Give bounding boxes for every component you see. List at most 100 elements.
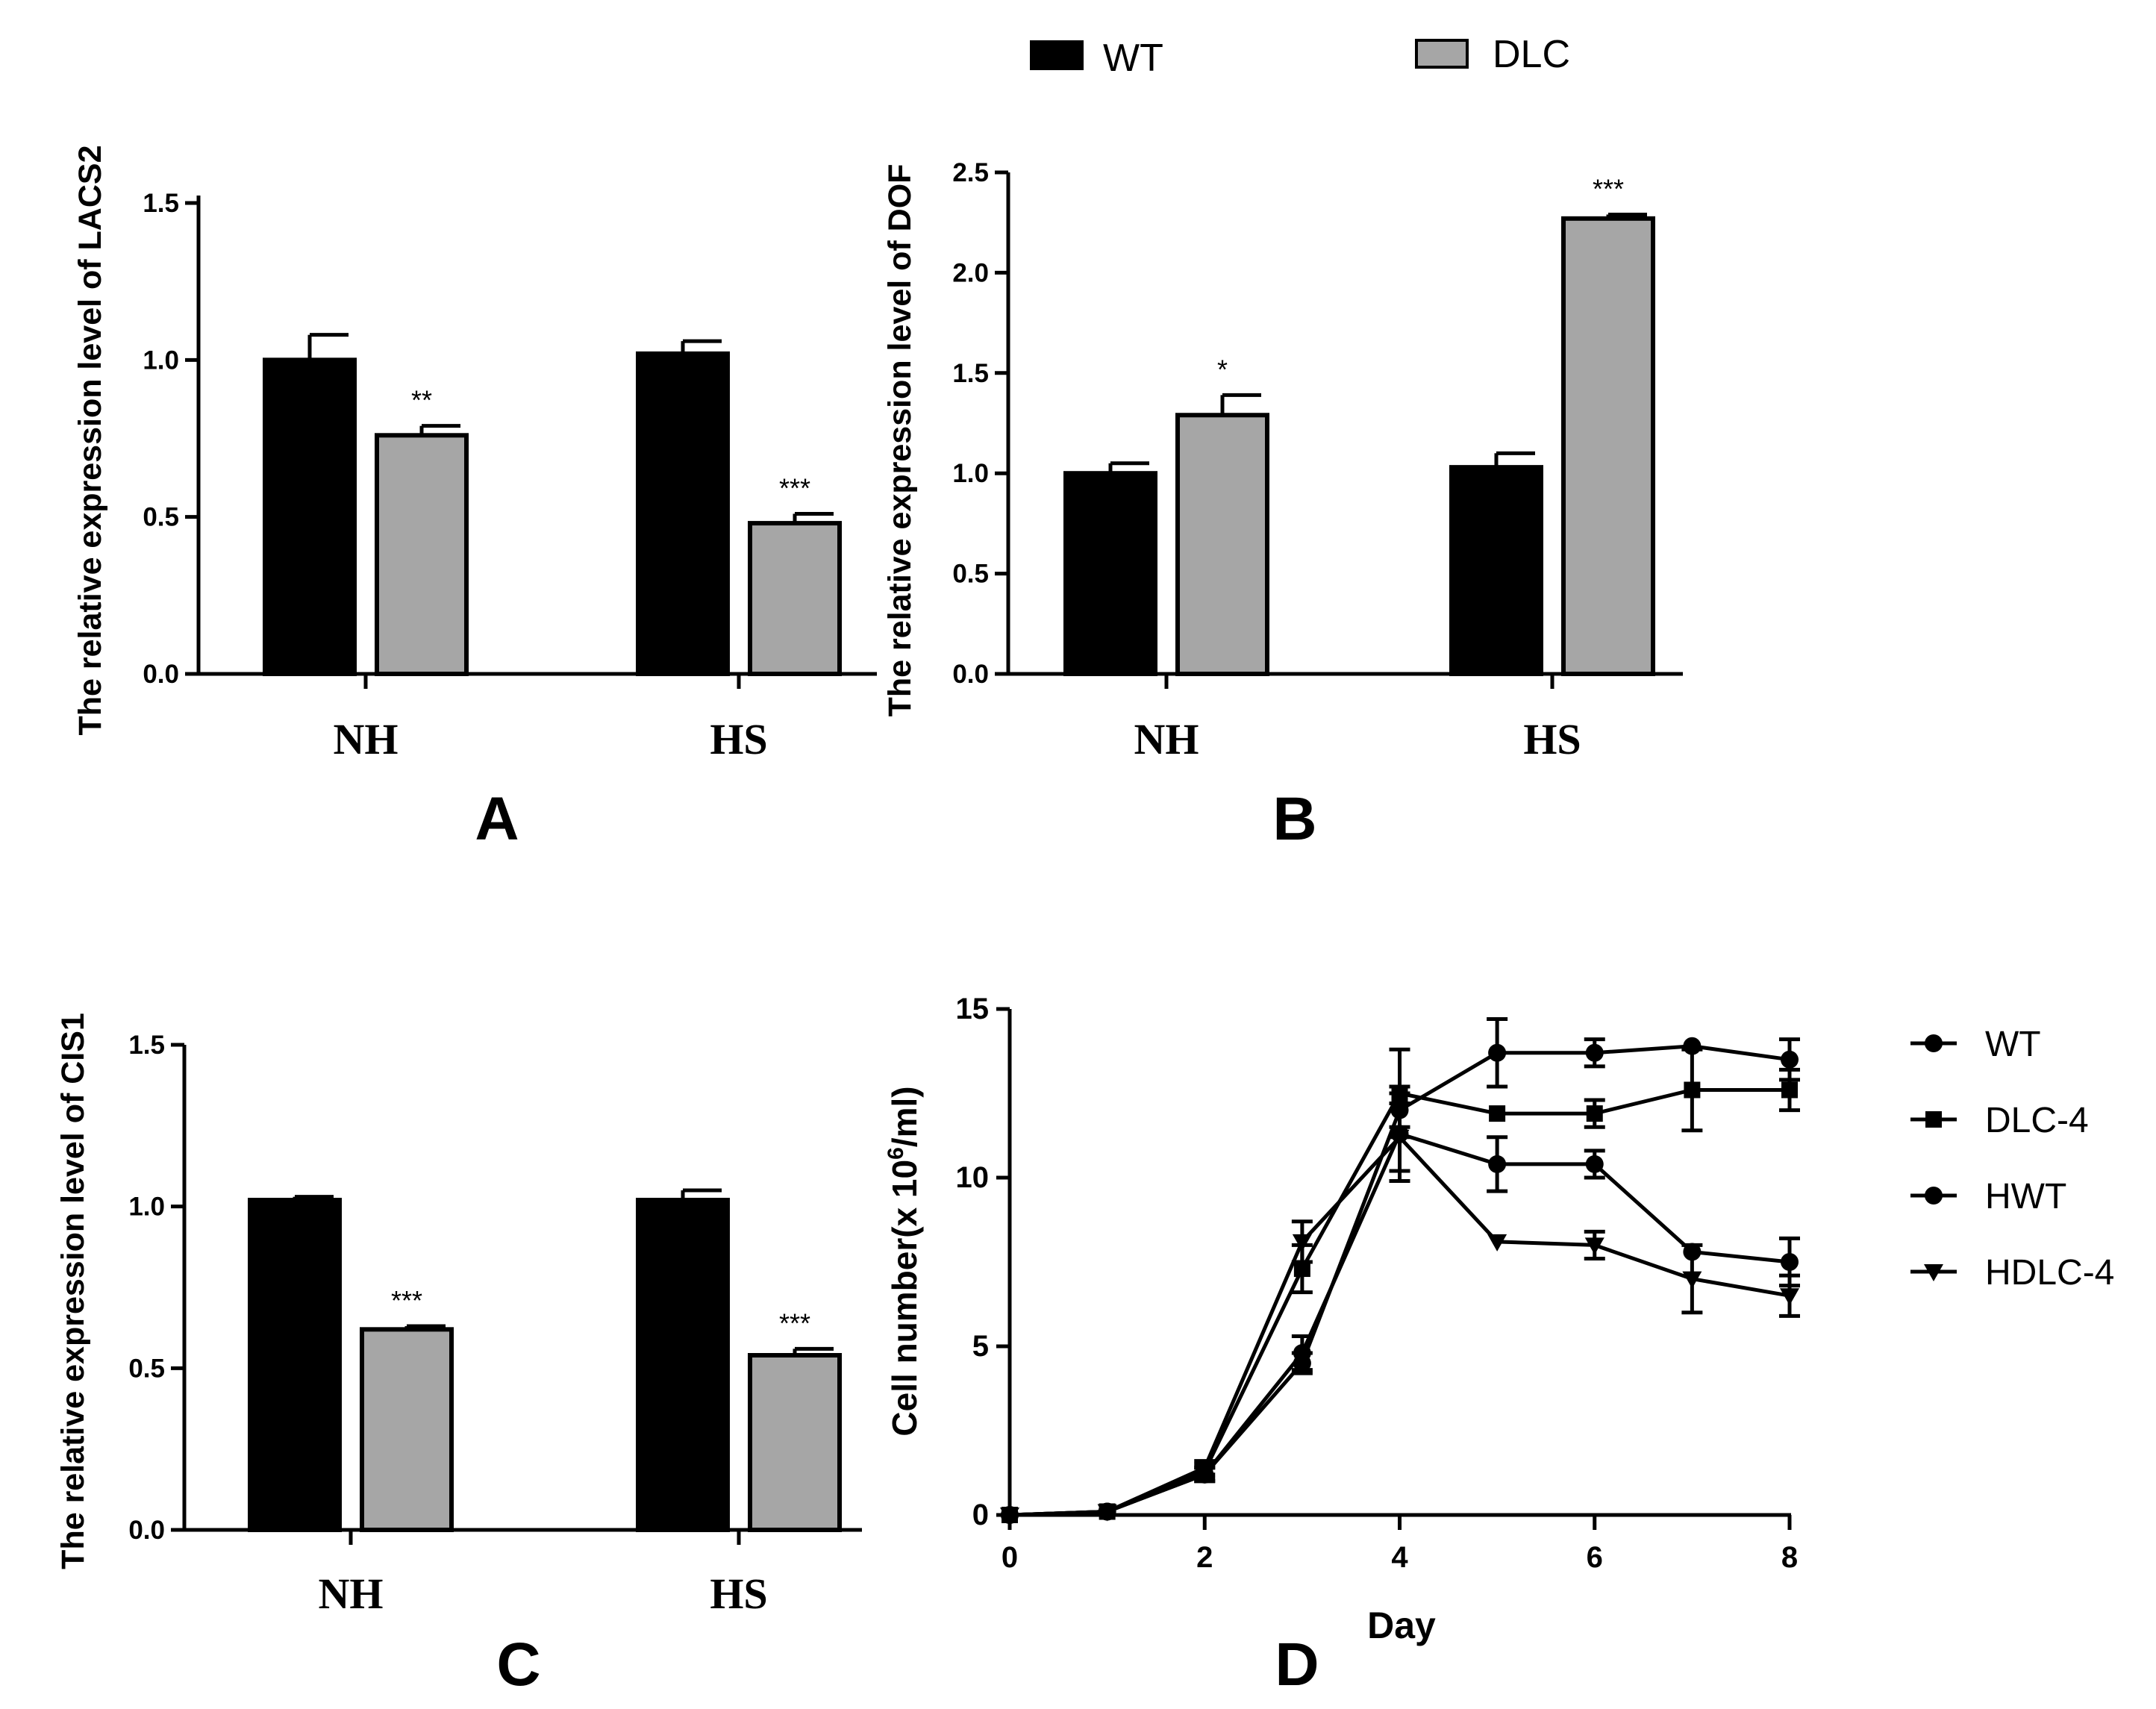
panel-d-point-wt	[1781, 1050, 1799, 1069]
panel-d-point-dlc-4	[1489, 1105, 1506, 1122]
panel-d-y-label-pre: Cell number(x 10	[885, 1160, 924, 1437]
panel-d-series-line-hdlc-4	[1009, 1134, 1790, 1517]
panel-d-xtick-label: 4	[1391, 1541, 1408, 1574]
panel-a-bar-wt	[636, 351, 730, 676]
panel-b-ytick-label: 1.5	[952, 359, 989, 388]
panel-a-ytick-label: 0.5	[143, 503, 179, 532]
panel-b-ytick-label: 2.5	[952, 158, 989, 187]
panel-a-bar-wt	[263, 357, 357, 676]
panel-b-bar-wt	[1063, 471, 1157, 676]
panel-d-point-dlc-4	[1781, 1081, 1798, 1099]
panel-d-point-wt	[1488, 1043, 1507, 1062]
panel-d-ytick-label: 5	[972, 1330, 989, 1363]
panel-c-bar-dlc	[748, 1353, 842, 1532]
panel-d-point-hdlc-4	[1780, 1288, 1799, 1306]
panel-d-y-axis-label: Cell number(x 106/ml)	[884, 1086, 924, 1436]
panel-d-point-hwt	[1585, 1155, 1604, 1173]
panel-c-ytick-label: 0.5	[128, 1354, 165, 1383]
panel-d-legend-label-hdlc-4: HDLC-4	[1985, 1253, 2114, 1293]
panel-d-series-line-hwt	[1009, 1131, 1790, 1517]
panel-d-xtick-label: 0	[1002, 1541, 1018, 1574]
panel-c-bar-dlc	[360, 1327, 454, 1533]
panel-c-significance: ***	[391, 1285, 422, 1316]
panel-d-panel-label: D	[1275, 1631, 1319, 1699]
panel-d-point-hdlc-4	[1390, 1129, 1410, 1147]
panel-c-y-axis-label: The relative expression level of CIS1	[55, 1013, 91, 1569]
panel-d-x-axis-label: Day	[1367, 1605, 1436, 1646]
panel-d-legend-label-dlc-4: DLC-4	[1985, 1101, 2089, 1140]
panel-d-point-hdlc-4	[1584, 1237, 1604, 1255]
legend-dlc-label: DLC	[1493, 33, 1570, 76]
panel-d-point-hwt	[1293, 1344, 1311, 1363]
panel-a-y-axis-label: The relative expression level of LACS2	[72, 145, 108, 735]
panel-b-bar-chart: The relative expression level of DOF B 0…	[882, 158, 1683, 853]
panel-c-significance: ***	[779, 1307, 810, 1338]
panel-d-point-dlc-4	[1293, 1260, 1310, 1278]
panel-b-ytick-label: 2.0	[952, 258, 989, 287]
panel-d-xtick-label: 6	[1587, 1541, 1603, 1574]
panel-d-ytick-label: 15	[956, 993, 990, 1025]
panel-c-bar-wt	[636, 1198, 730, 1532]
panel-d-point-hdlc-4	[1292, 1234, 1312, 1252]
panel-d-legend-label-hwt: HWT	[1985, 1177, 2066, 1216]
panel-c-category-label: HS	[710, 1569, 767, 1618]
panel-d-point-hdlc-4	[1682, 1271, 1702, 1289]
panel-b-bar-dlc	[1561, 216, 1655, 677]
panel-b-panel-label: B	[1272, 785, 1316, 853]
panel-d-point-dlc-4	[1586, 1105, 1603, 1122]
panel-b-significance: ***	[1593, 173, 1624, 204]
panel-a-bar-dlc	[375, 433, 469, 676]
panel-d-legend-marker-wt	[1925, 1034, 1943, 1052]
panel-d-point-hdlc-4	[1195, 1460, 1215, 1478]
panel-a-category-label: HS	[710, 715, 767, 763]
legend-wt-label: WT	[1103, 37, 1163, 80]
panel-d-legend-marker-dlc-4	[1925, 1111, 1942, 1128]
panel-d-point-dlc-4	[1684, 1081, 1701, 1099]
panel-d-y-label-post: /ml)	[885, 1086, 924, 1147]
panel-d-ytick-label: 10	[956, 1161, 990, 1194]
panel-a-significance: ***	[779, 472, 810, 503]
panel-a-ytick-label: 0.0	[143, 660, 179, 689]
panel-c-ytick-label: 1.5	[128, 1031, 165, 1060]
panel-d-point-hdlc-4	[1000, 1508, 1019, 1525]
panel-d-point-hwt	[1488, 1155, 1507, 1173]
panel-a-bar-chart: The relative expression level of LACS2 A…	[72, 145, 877, 853]
panel-a-ytick-label: 1.0	[143, 346, 179, 375]
panel-d-legend-marker-hdlc-4	[1924, 1264, 1943, 1281]
panel-a-panel-label: A	[475, 785, 519, 853]
legend-dlc-swatch	[1415, 39, 1469, 69]
panel-a-significance: **	[411, 385, 432, 416]
panel-b-category-label: NH	[1134, 715, 1199, 763]
panel-c-bar-chart: The relative expression level of CIS1 C …	[55, 1013, 862, 1699]
panel-d-xtick-label: 8	[1781, 1541, 1798, 1574]
panel-a-ytick-label: 1.5	[143, 189, 179, 218]
panel-d-xtick-label: 2	[1196, 1541, 1213, 1574]
panel-c-panel-label: C	[496, 1631, 540, 1699]
panel-c-ytick-label: 0.0	[128, 1516, 165, 1545]
panel-d-legend-label-wt: WT	[1985, 1025, 2041, 1064]
panel-d-point-wt	[1585, 1043, 1604, 1062]
panel-d-point-hdlc-4	[1097, 1504, 1117, 1522]
panel-d-y-label-sup: 6	[884, 1147, 908, 1160]
panel-b-y-axis-label: The relative expression level of DOF	[882, 164, 918, 717]
panel-b-category-label: HS	[1523, 715, 1581, 763]
legend-wt-swatch	[1030, 40, 1084, 70]
panel-d-ytick-label: 0	[972, 1499, 989, 1531]
panel-b-bar-dlc	[1175, 413, 1269, 676]
panel-b-ytick-label: 0.0	[952, 660, 989, 689]
panel-b-ytick-label: 1.0	[952, 459, 989, 488]
top-legend: WT DLC	[1030, 33, 1570, 80]
panel-a-bar-dlc	[748, 521, 842, 677]
panel-d-point-hdlc-4	[1487, 1234, 1507, 1252]
panel-c-ytick-label: 1.0	[128, 1193, 165, 1222]
panel-c-category-label: NH	[319, 1569, 384, 1618]
panel-b-ytick-label: 0.5	[952, 560, 989, 589]
panel-a-category-label: NH	[334, 715, 399, 763]
panel-c-bar-wt	[248, 1198, 342, 1532]
panel-d-point-hwt	[1781, 1253, 1799, 1271]
panel-b-significance: *	[1217, 354, 1228, 384]
panel-b-bar-wt	[1449, 465, 1543, 676]
panel-d-legend-marker-hwt	[1925, 1187, 1943, 1205]
